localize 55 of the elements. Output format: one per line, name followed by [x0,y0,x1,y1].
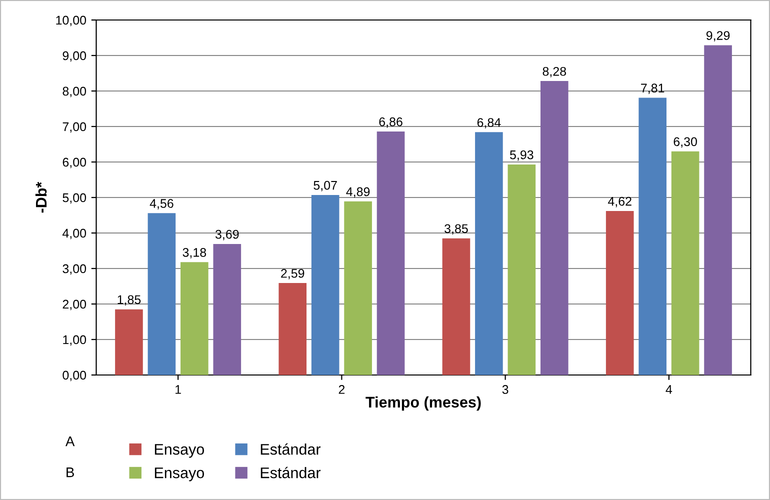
y-tick-label: 4,00 [62,228,86,240]
y-tick-label: 9,00 [62,51,86,62]
y-tick-label: 5,00 [62,193,86,204]
bar [508,164,536,375]
bar [213,244,242,375]
data-label: 8,28 [542,66,566,78]
x-tick-label: 4 [666,385,672,394]
x-tick-label: 2 [338,385,345,394]
data-label: 6,86 [379,117,402,128]
bar [704,45,732,375]
data-label: 3,18 [182,248,206,258]
bar [475,132,503,375]
legend-label: Estándar [260,443,321,455]
data-label: 3,69 [215,230,239,240]
bar [638,98,666,375]
data-label: 9,29 [706,31,730,42]
y-tick-label: 6,00 [62,158,86,168]
bar [671,151,700,375]
data-label: 4,56 [150,199,174,210]
bar [442,238,470,375]
data-label: 6,84 [477,118,501,128]
x-tick-label: 1 [176,385,181,394]
y-tick-label: 3,00 [62,264,86,275]
bar [180,262,208,375]
bar [344,201,372,375]
y-tick-label: 7,00 [62,122,86,133]
data-label: 5,93 [510,150,534,161]
legend-label: Estándar [260,466,321,478]
y-tick-label: 2,00 [62,300,86,310]
data-label: 5,07 [314,180,337,192]
text: B [66,468,74,478]
x-tick-label: 3 [502,385,508,394]
data-label: 3,85 [444,224,468,235]
bar [311,195,340,375]
bar [540,81,568,375]
bar [278,283,307,375]
data-label: 7,81 [641,84,664,94]
legend-label: Ensayo [154,468,204,482]
data-label: 1,85 [118,295,141,306]
bar [115,309,143,375]
data-label: 4,62 [608,196,632,208]
x-axis-title: Tiempo (meses) [366,396,481,411]
y-tick-label: 0,00 [62,370,86,382]
data-label: 4,89 [346,187,370,198]
y-axis-title: -Db* [35,182,47,213]
bar [148,213,176,375]
y-tick-label: 8,00 [62,86,86,98]
y-tick-label: 10,00 [56,16,86,26]
bar [376,131,405,375]
data-label: 2,59 [281,268,304,280]
text: A [65,436,75,446]
legend-label: Ensayo [154,444,204,458]
bar [606,210,634,375]
y-tick-label: 1,00 [63,335,86,346]
data-label: 6,30 [674,137,697,148]
